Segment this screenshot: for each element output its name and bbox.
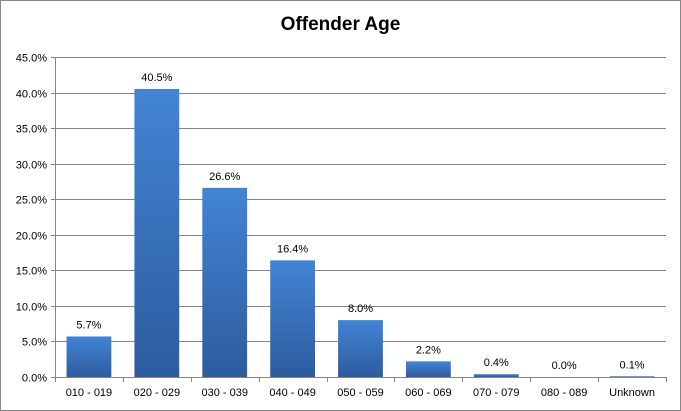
x-tick-label: 040 - 049 (269, 387, 315, 399)
y-tick-label: 20.0% (16, 231, 47, 243)
data-label: 0.0% (552, 360, 577, 372)
y-tick-label: 30.0% (16, 160, 47, 172)
chart-title: Offender Age (280, 14, 401, 35)
x-tick-label: 050 - 059 (337, 387, 383, 399)
bar (338, 320, 383, 377)
y-tick-label: 5.0% (22, 337, 47, 349)
data-label: 5.7% (76, 319, 101, 331)
bar (270, 260, 316, 377)
x-tick-label: 010 - 019 (66, 387, 112, 399)
labels: 0.0% 5.0% 10.0% 15.0% 20.0% 25.0% 30.0% 35.0% 40… (16, 53, 655, 400)
x-tick-label: 060 - 069 (405, 387, 451, 399)
data-label: 0.1% (620, 359, 645, 371)
axes (51, 57, 667, 382)
x-tick-label: 080 - 089 (541, 387, 587, 399)
y-tick-label: 0.0% (22, 373, 47, 385)
x-tick-label: 030 - 039 (201, 387, 247, 399)
y-tick-label: 45.0% (16, 53, 47, 65)
y-tick-label: 10.0% (16, 302, 47, 314)
y-tick-label: 40.0% (16, 89, 47, 101)
bars (66, 89, 655, 377)
data-label: 26.6% (209, 171, 240, 183)
y-tick-label: 35.0% (16, 124, 47, 136)
bar (66, 336, 112, 377)
x-tick-label: 070 - 079 (473, 387, 519, 399)
x-tick-label: 020 - 029 (134, 387, 180, 399)
y-tick-label: 25.0% (16, 195, 47, 207)
data-label: 0.4% (484, 357, 509, 369)
bar (134, 89, 180, 377)
bar (473, 374, 519, 377)
bar (202, 187, 248, 377)
bar (609, 376, 655, 377)
data-label: 40.5% (141, 72, 172, 84)
bar (405, 361, 451, 377)
y-tick-label: 15.0% (16, 266, 47, 278)
data-label: 8.0% (348, 303, 373, 315)
x-tick-label: Unknown (609, 387, 655, 399)
data-label: 16.4% (277, 243, 308, 255)
data-label: 2.2% (416, 344, 441, 356)
